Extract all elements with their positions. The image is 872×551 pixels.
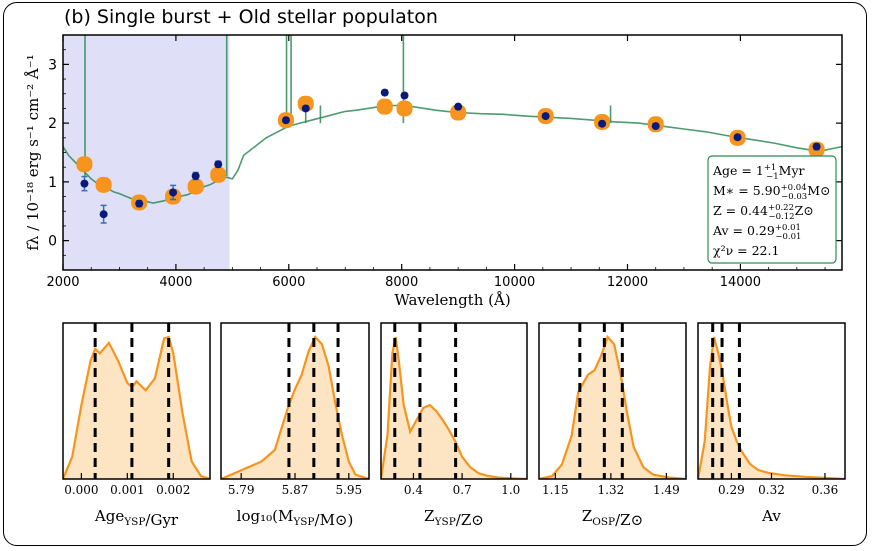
observed-photometry-point [169,188,178,197]
observed-photometry-point [301,104,310,113]
posterior-frame [62,322,211,480]
y-tick-label: 0 [48,234,57,250]
posterior-x-tick-label: 0.001 [110,483,144,497]
y-tick-label: 1 [48,175,57,191]
posterior-curve [381,336,527,479]
panel-title: (b) Single burst + Old stellar populaton [64,6,438,28]
posterior-area [381,337,527,479]
posterior-x-tick-label: 1.15 [542,483,569,497]
posterior-x-tick-label: 1.0 [501,483,520,497]
observed-photometry-point [812,142,821,151]
y-tick-label: 2 [48,116,57,132]
posterior-x-tick-label: 0.7 [453,483,472,497]
x-tick-label: 14000 [720,275,761,290]
posterior-x-tick-label: 5.87 [282,483,309,497]
observed-photometry-point [135,199,144,208]
posterior-x-tick-label: 0.36 [812,483,839,497]
y-tick-label: 3 [48,57,57,73]
posterior-x-tick-label: 5.79 [228,483,255,497]
posterior-panel-5 [698,323,845,479]
observed-photometry-point [191,172,200,180]
fit-results-box [707,155,837,264]
model-photometry-point [76,156,93,173]
posterior-curve [221,335,369,479]
observed-photometry-point [281,116,290,125]
posterior-panel-2 [221,323,369,479]
posterior-panel-4 [539,323,686,479]
observed-photometry-point [541,112,550,121]
main-x-axis-label: Wavelength (Å) [394,291,510,309]
model-photometry-point [450,104,467,121]
model-photometry-point [95,176,112,193]
posterior-x-axis-label: AgeYSP/Gyr [94,507,179,529]
observed-photometry-point [454,102,463,111]
posterior-x-tick-label: 0.000 [64,483,98,497]
posterior-x-axis-label: ZOSP/Z⊙ [582,507,643,529]
observed-photometry-point [400,91,409,100]
posterior-x-tick-label: 0.4 [404,483,423,497]
observed-photometry-point [598,119,607,128]
posterior-area [63,337,210,479]
posterior-x-tick-label: 0.29 [718,483,745,497]
fit-result-line: Age = 1+1 −1Myr [712,163,805,182]
shaded-region [63,35,230,270]
posterior-frame [538,322,687,480]
model-photometry-point [210,166,227,183]
fit-result-line: Av = 0.29+0.01 −0.01 [712,223,801,242]
posterior-panel-1 [63,323,210,479]
fit-result-line: χ²ν = 22.1 [713,243,779,258]
posterior-x-tick-label: 0.002 [156,483,190,497]
posterior-x-tick-label: 5.95 [335,483,362,497]
model-spectrum-line [63,104,842,204]
posterior-x-axis-label: Av [761,507,781,525]
model-photometry-point [187,178,204,195]
observed-photometry-point [99,210,108,219]
model-photometry-point [376,98,393,115]
posterior-area [539,337,686,479]
posterior-x-tick-label: 1.49 [653,483,680,497]
posterior-panel-3 [381,323,527,479]
posterior-frame [380,322,528,480]
fit-result-line: M∗ = 5.90+0.04 −0.03M⊙ [713,183,830,202]
fit-result-line: Z = 0.44+0.22 −0.12Z⊙ [713,203,814,222]
posterior-x-axis-label: log₁₀(MYSP/M⊙) [237,507,354,529]
main-plot-area [63,35,842,224]
observed-photometry-point [214,160,223,169]
main-y-axis-label: fλ / 10⁻¹⁸ erg s⁻¹ cm⁻² Å⁻¹ [24,54,42,250]
posterior-x-axis-label: ZYSP/Z⊙ [424,507,484,529]
posterior-x-tick-label: 0.32 [758,483,785,497]
observed-photometry-point [380,88,389,97]
model-photometry-point [396,100,413,117]
x-tick-label: 4000 [159,275,192,290]
posterior-area [221,337,369,479]
posterior-x-tick-label: 1.32 [598,483,625,497]
observed-photometry-point [80,179,89,188]
model-photometry-point [297,95,314,112]
posterior-curve [63,335,210,479]
figure-frame [3,2,867,546]
x-tick-label: 8000 [385,275,418,290]
x-tick-label: 10000 [494,275,535,290]
observed-photometry-point [733,133,742,142]
posterior-curve [539,334,686,479]
x-tick-label: 6000 [272,275,305,290]
observed-photometry-point [651,122,660,131]
posterior-area [698,337,845,479]
x-tick-label: 12000 [607,275,648,290]
x-tick-label: 2000 [46,275,79,290]
